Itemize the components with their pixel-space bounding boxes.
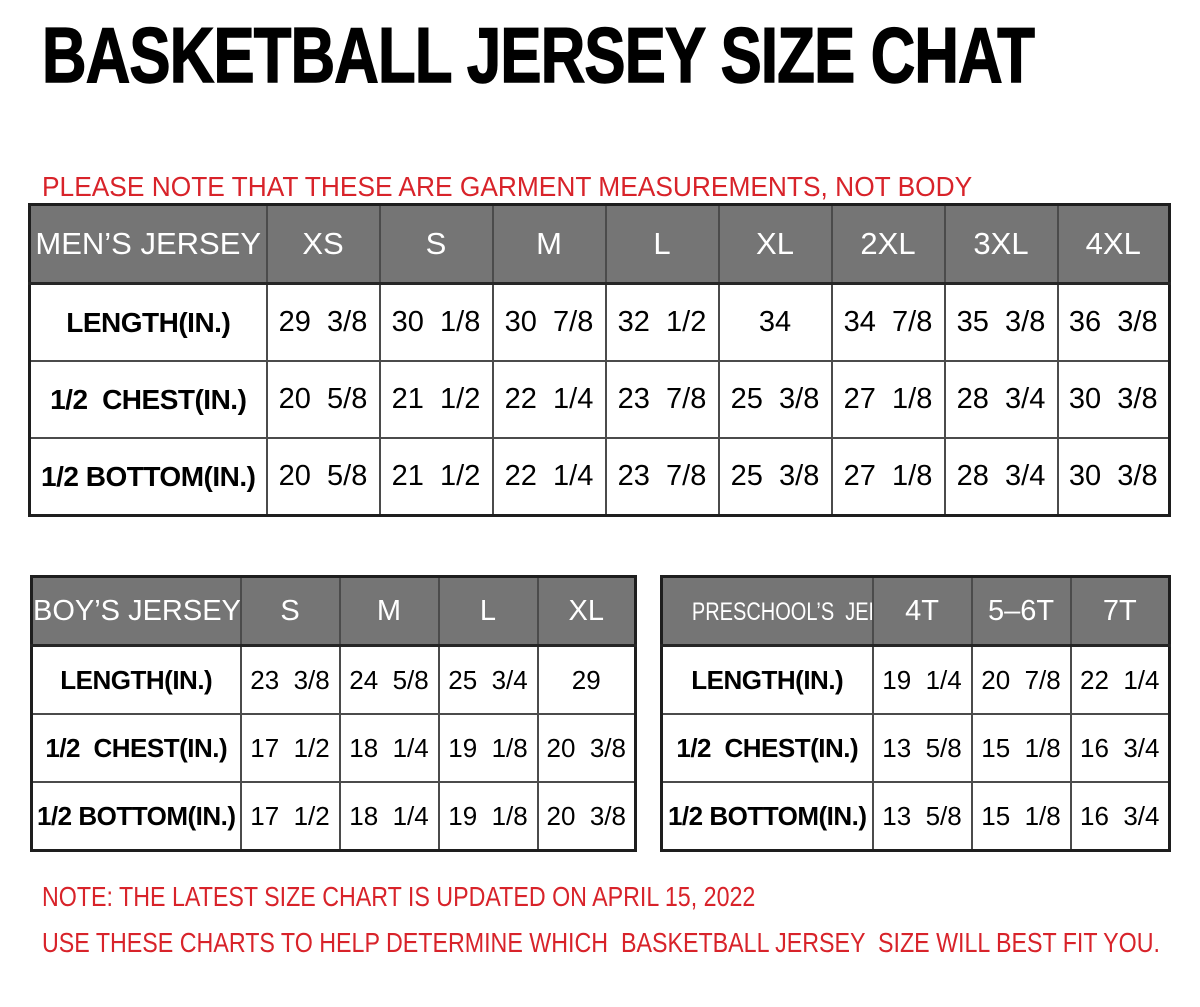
value-cell: 19 1/8 bbox=[437, 781, 539, 852]
preschool-size-header-7t: 7T bbox=[1069, 575, 1171, 647]
value-cell: 34 7/8 bbox=[830, 282, 946, 362]
value-cell: 22 1/4 bbox=[491, 437, 607, 517]
value-cell: 18 1/4 bbox=[338, 713, 440, 783]
value-cell: 16 3/4 bbox=[1069, 713, 1171, 783]
value-cell: 20 5/8 bbox=[265, 437, 381, 517]
value-cell: 19 1/8 bbox=[437, 713, 539, 783]
mens-bottom-row: 1/2 BOTTOM(IN.) 20 5/8 21 1/2 22 1/4 23 … bbox=[28, 437, 1171, 517]
mens-chest-row: 1/2 CHEST(IN.) 20 5/8 21 1/2 22 1/4 23 7… bbox=[28, 360, 1171, 439]
value-cell: 29 bbox=[536, 644, 637, 715]
row-label-bottom: 1/2 BOTTOM(IN.) bbox=[30, 781, 242, 852]
preschool-size-header-4t: 4T bbox=[871, 575, 973, 647]
value-cell: 30 3/8 bbox=[1056, 437, 1171, 517]
row-label-chest: 1/2 CHEST(IN.) bbox=[28, 360, 268, 439]
value-cell: 23 7/8 bbox=[604, 360, 720, 439]
mens-header-row: MEN’S JERSEY XS S M L XL 2XL 3XL 4XL bbox=[28, 203, 1171, 285]
preschool-length-row: LENGTH(IN.) 19 1/4 20 7/8 22 1/4 bbox=[660, 644, 1171, 715]
mens-size-header-2xl: 2XL bbox=[830, 203, 946, 285]
value-cell: 34 bbox=[717, 282, 833, 362]
value-cell: 21 1/2 bbox=[378, 437, 494, 517]
mens-size-header-xs: XS bbox=[265, 203, 381, 285]
value-cell: 21 1/2 bbox=[378, 360, 494, 439]
boys-chest-row: 1/2 CHEST(IN.) 17 1/2 18 1/4 19 1/8 20 3… bbox=[30, 713, 637, 783]
preschool-table-title: PRESCHOOL’S JERSEY bbox=[660, 575, 874, 647]
boys-jersey-table: BOY’S JERSEY S M L XL LENGTH(IN.) 23 3/8… bbox=[30, 575, 637, 852]
mens-size-header-xl: XL bbox=[717, 203, 833, 285]
boys-header-row: BOY’S JERSEY S M L XL bbox=[30, 575, 637, 647]
row-label-length: LENGTH(IN.) bbox=[30, 644, 242, 715]
garment-note-line1: PLEASE NOTE THAT THESE ARE GARMENT MEASU… bbox=[42, 171, 973, 202]
value-cell: 15 1/8 bbox=[970, 781, 1072, 852]
boys-size-header-l: L bbox=[437, 575, 539, 647]
value-cell: 36 3/8 bbox=[1056, 282, 1171, 362]
preschool-bottom-row: 1/2 BOTTOM(IN.) 13 5/8 15 1/8 16 3/4 bbox=[660, 781, 1171, 852]
value-cell: 24 5/8 bbox=[338, 644, 440, 715]
value-cell: 18 1/4 bbox=[338, 781, 440, 852]
row-label-bottom: 1/2 BOTTOM(IN.) bbox=[660, 781, 874, 852]
mens-length-row: LENGTH(IN.) 29 3/8 30 1/8 30 7/8 32 1/2 … bbox=[28, 282, 1171, 362]
value-cell: 35 3/8 bbox=[943, 282, 1059, 362]
boys-table-title: BOY’S JERSEY bbox=[30, 575, 242, 647]
value-cell: 25 3/8 bbox=[717, 437, 833, 517]
row-label-length: LENGTH(IN.) bbox=[28, 282, 268, 362]
preschool-chest-row: 1/2 CHEST(IN.) 13 5/8 15 1/8 16 3/4 bbox=[660, 713, 1171, 783]
usage-note: USE THESE CHARTS TO HELP DETERMINE WHICH… bbox=[42, 927, 1160, 958]
value-cell: 32 1/2 bbox=[604, 282, 720, 362]
value-cell: 13 5/8 bbox=[871, 781, 973, 852]
value-cell: 25 3/4 bbox=[437, 644, 539, 715]
boys-size-header-s: S bbox=[239, 575, 341, 647]
value-cell: 13 5/8 bbox=[871, 713, 973, 783]
mens-size-header-4xl: 4XL bbox=[1056, 203, 1171, 285]
value-cell: 28 3/4 bbox=[943, 437, 1059, 517]
value-cell: 17 1/2 bbox=[239, 713, 341, 783]
value-cell: 29 3/8 bbox=[265, 282, 381, 362]
mens-jersey-table: MEN’S JERSEY XS S M L XL 2XL 3XL 4XL LEN… bbox=[28, 203, 1171, 517]
mens-size-header-m: M bbox=[491, 203, 607, 285]
value-cell: 30 7/8 bbox=[491, 282, 607, 362]
value-cell: 15 1/8 bbox=[970, 713, 1072, 783]
value-cell: 17 1/2 bbox=[239, 781, 341, 852]
mens-size-header-3xl: 3XL bbox=[943, 203, 1059, 285]
mens-size-header-l: L bbox=[604, 203, 720, 285]
value-cell: 20 3/8 bbox=[536, 781, 637, 852]
value-cell: 22 1/4 bbox=[491, 360, 607, 439]
mens-size-header-s: S bbox=[378, 203, 494, 285]
value-cell: 25 3/8 bbox=[717, 360, 833, 439]
value-cell: 20 5/8 bbox=[265, 360, 381, 439]
mens-table-title: MEN’S JERSEY bbox=[28, 203, 268, 285]
preschool-jersey-table: PRESCHOOL’S JERSEY 4T 5–6T 7T LENGTH(IN.… bbox=[660, 575, 1171, 852]
value-cell: 19 1/4 bbox=[871, 644, 973, 715]
preschool-header-row: PRESCHOOL’S JERSEY 4T 5–6T 7T bbox=[660, 575, 1171, 647]
boys-length-row: LENGTH(IN.) 23 3/8 24 5/8 25 3/4 29 bbox=[30, 644, 637, 715]
row-label-length: LENGTH(IN.) bbox=[660, 644, 874, 715]
row-label-bottom: 1/2 BOTTOM(IN.) bbox=[28, 437, 268, 517]
boys-size-header-xl: XL bbox=[536, 575, 637, 647]
value-cell: 23 3/8 bbox=[239, 644, 341, 715]
value-cell: 20 7/8 bbox=[970, 644, 1072, 715]
value-cell: 27 1/8 bbox=[830, 437, 946, 517]
value-cell: 22 1/4 bbox=[1069, 644, 1171, 715]
preschool-table-title-text: PRESCHOOL’S JERSEY bbox=[691, 597, 871, 626]
update-note: NOTE: THE LATEST SIZE CHART IS UPDATED O… bbox=[42, 881, 756, 912]
value-cell: 20 3/8 bbox=[536, 713, 637, 783]
value-cell: 28 3/4 bbox=[943, 360, 1059, 439]
row-label-chest: 1/2 CHEST(IN.) bbox=[30, 713, 242, 783]
boys-bottom-row: 1/2 BOTTOM(IN.) 17 1/2 18 1/4 19 1/8 20 … bbox=[30, 781, 637, 852]
row-label-chest: 1/2 CHEST(IN.) bbox=[660, 713, 874, 783]
value-cell: 23 7/8 bbox=[604, 437, 720, 517]
page-title: BASKETBALL JERSEY SIZE CHAT bbox=[41, 11, 1035, 99]
value-cell: 30 3/8 bbox=[1056, 360, 1171, 439]
preschool-size-header-5-6t: 5–6T bbox=[970, 575, 1072, 647]
value-cell: 30 1/8 bbox=[378, 282, 494, 362]
boys-size-header-m: M bbox=[338, 575, 440, 647]
value-cell: 27 1/8 bbox=[830, 360, 946, 439]
value-cell: 16 3/4 bbox=[1069, 781, 1171, 852]
